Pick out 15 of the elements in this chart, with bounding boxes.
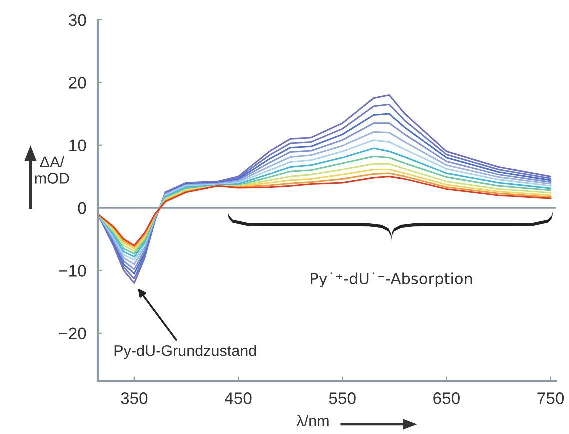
y-tick-label: 30: [68, 14, 86, 26]
y-tick-label: 0: [78, 202, 86, 214]
y-tick-label: 20: [69, 77, 86, 89]
x-tick-label: 450: [225, 392, 252, 404]
annotation: Py˙⁺-dU˙⁻-Absorption: [311, 272, 472, 288]
y-tick-label: 10: [70, 140, 86, 152]
x-tick-label: 650: [434, 392, 460, 404]
y-tick-label: −20: [59, 328, 86, 340]
x-tick-label: 750: [538, 392, 564, 404]
x-tick-label: 550: [329, 392, 356, 404]
annotation: Py-dU-Grundzustand: [114, 345, 256, 360]
y-tick-label: −10: [59, 265, 86, 277]
y-axis-title: ΔA/ mOD: [35, 156, 70, 184]
x-axis-title: λ/nm: [296, 415, 329, 427]
x-tick-label: 350: [121, 392, 148, 404]
